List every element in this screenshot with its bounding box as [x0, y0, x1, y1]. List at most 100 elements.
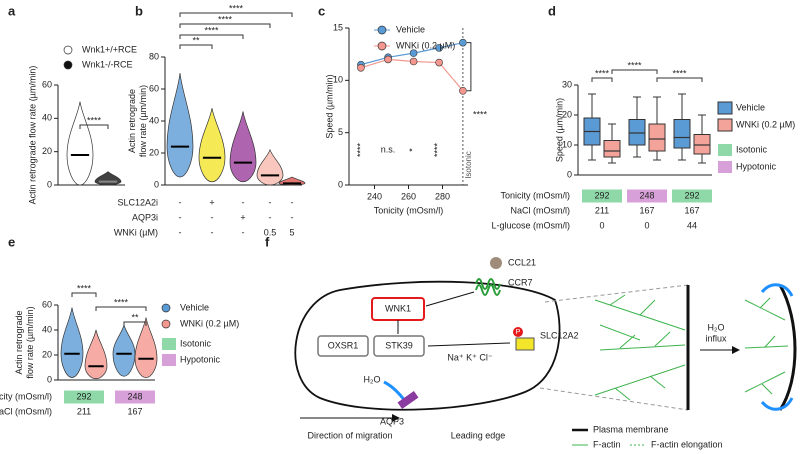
phospho-label: P: [516, 329, 521, 336]
y-tick-label: 10: [333, 75, 343, 85]
significance: **: [131, 312, 139, 322]
arrow-head: [392, 414, 400, 422]
sig-bracket: [179, 34, 244, 39]
receptor-label: CCR7: [508, 277, 533, 287]
legend-label: Vehicle: [396, 24, 425, 34]
table-cell: 0.5: [264, 227, 277, 237]
table-row-label: Tonicity (mOsm/l): [501, 190, 571, 200]
point: [409, 57, 418, 66]
table-row-label: WNKi (µM): [114, 227, 158, 237]
substrate-label: STK39: [385, 340, 413, 350]
x-tick-label: 240: [367, 191, 382, 201]
table-cell: 44: [687, 220, 697, 230]
significance: ****: [114, 297, 129, 307]
legend-marker: [718, 161, 732, 173]
table-cell: -: [269, 197, 272, 207]
y-tick-label: 0: [567, 169, 572, 179]
sig-bracket: [656, 77, 703, 82]
violin: [134, 317, 158, 378]
y-tick-label: 15: [333, 22, 343, 32]
y-tick-label: 20: [149, 147, 159, 157]
sig-bracket: [611, 69, 658, 74]
table-cell: -: [179, 197, 182, 207]
receptor-icon: [475, 278, 501, 296]
significance: n.s.: [381, 144, 396, 154]
legend-label: Vehicle: [180, 302, 209, 312]
y-tick-label: 40: [149, 115, 159, 125]
violin: [112, 324, 136, 377]
diagram-f: f CCL21 CCR7 WNK1 OXSR1 STK39 P SLC12A2 …: [265, 234, 797, 449]
zoom-line: [539, 387, 689, 411]
box: [673, 119, 691, 149]
table-row-label: SLC12A2i: [117, 197, 158, 207]
table-row-label: L-glucose (mOsm/l): [491, 220, 570, 230]
legend-marker: [161, 319, 171, 329]
y-tick-label: 20: [562, 109, 572, 119]
violin: [256, 148, 284, 186]
box: [648, 123, 666, 152]
table-row-label: Tonicity (mOsm/l): [0, 391, 52, 401]
sig-bracket: [71, 292, 97, 297]
violin: [66, 101, 94, 186]
substrate-label: OXSR1: [328, 340, 359, 350]
arrow: [425, 291, 475, 307]
point: [435, 58, 443, 67]
table-row-label: NaCl (mOsm/l): [0, 406, 52, 416]
significance: ****: [672, 68, 687, 78]
panel-label: b: [135, 3, 143, 18]
table-cell: -: [211, 227, 214, 237]
table-cell: 292: [76, 391, 91, 401]
table-cell: 292: [594, 190, 609, 200]
y-axis-label: Speed (µm/min): [324, 74, 334, 138]
legend-label: Hypotonic: [736, 161, 777, 171]
sig-bracket: [179, 44, 213, 49]
legend-label: Plasma membrane: [593, 424, 669, 434]
transporter-icon: [515, 337, 535, 351]
table-row-label: NaCl (mOsm/l): [511, 205, 571, 215]
table-cell: -: [291, 197, 294, 207]
significance: ****: [77, 283, 92, 293]
table-cell: 292: [684, 190, 699, 200]
point: [459, 38, 467, 47]
violin: [198, 108, 226, 183]
y-tick-label: 60: [149, 83, 159, 93]
channel-icon: [397, 390, 419, 410]
transporter-label: SLC12A2: [540, 330, 579, 340]
y-tick-label: 0: [154, 179, 159, 189]
leading-edge-label: Leading edge: [451, 430, 506, 440]
legend-label: Isotonic: [180, 338, 212, 348]
y-tick-label: 0: [47, 179, 52, 189]
table-cell: -: [291, 212, 294, 222]
x-tick-label: 260: [401, 191, 416, 201]
y-tick-label: 60: [42, 79, 52, 89]
violin: [166, 72, 194, 178]
legend-label: WNKi (0.2 µM): [396, 40, 455, 50]
significance: ****: [87, 115, 102, 125]
sig-bracket: [179, 23, 271, 28]
legend-label: Wnk1-/-RCE: [82, 59, 133, 69]
table-cell: 167: [127, 406, 142, 416]
significance: ****: [204, 25, 219, 35]
table-cell: -: [211, 212, 214, 222]
table-cell: -: [179, 227, 182, 237]
cell-background: [582, 189, 622, 203]
y-tick-label: 5: [338, 127, 343, 137]
y-tick-label: 30: [562, 79, 572, 89]
legend-marker: [717, 101, 733, 115]
x-tick-label: 280: [435, 191, 450, 201]
water-arrow: [760, 397, 794, 411]
sig-bracket: [179, 12, 293, 17]
arrow: [427, 342, 511, 347]
significance: **: [192, 35, 200, 45]
cell-background: [64, 390, 104, 404]
table-cell: 248: [127, 391, 142, 401]
table-cell: -: [242, 227, 245, 237]
table-cell: 211: [595, 205, 609, 215]
legend-marker: [161, 303, 171, 313]
box: [693, 134, 711, 155]
significance: ****: [218, 14, 233, 24]
legend-label: Hypotonic: [180, 354, 221, 364]
panel-label: c: [318, 3, 325, 18]
legend-label: Wnk1+/+RCE: [82, 44, 137, 54]
